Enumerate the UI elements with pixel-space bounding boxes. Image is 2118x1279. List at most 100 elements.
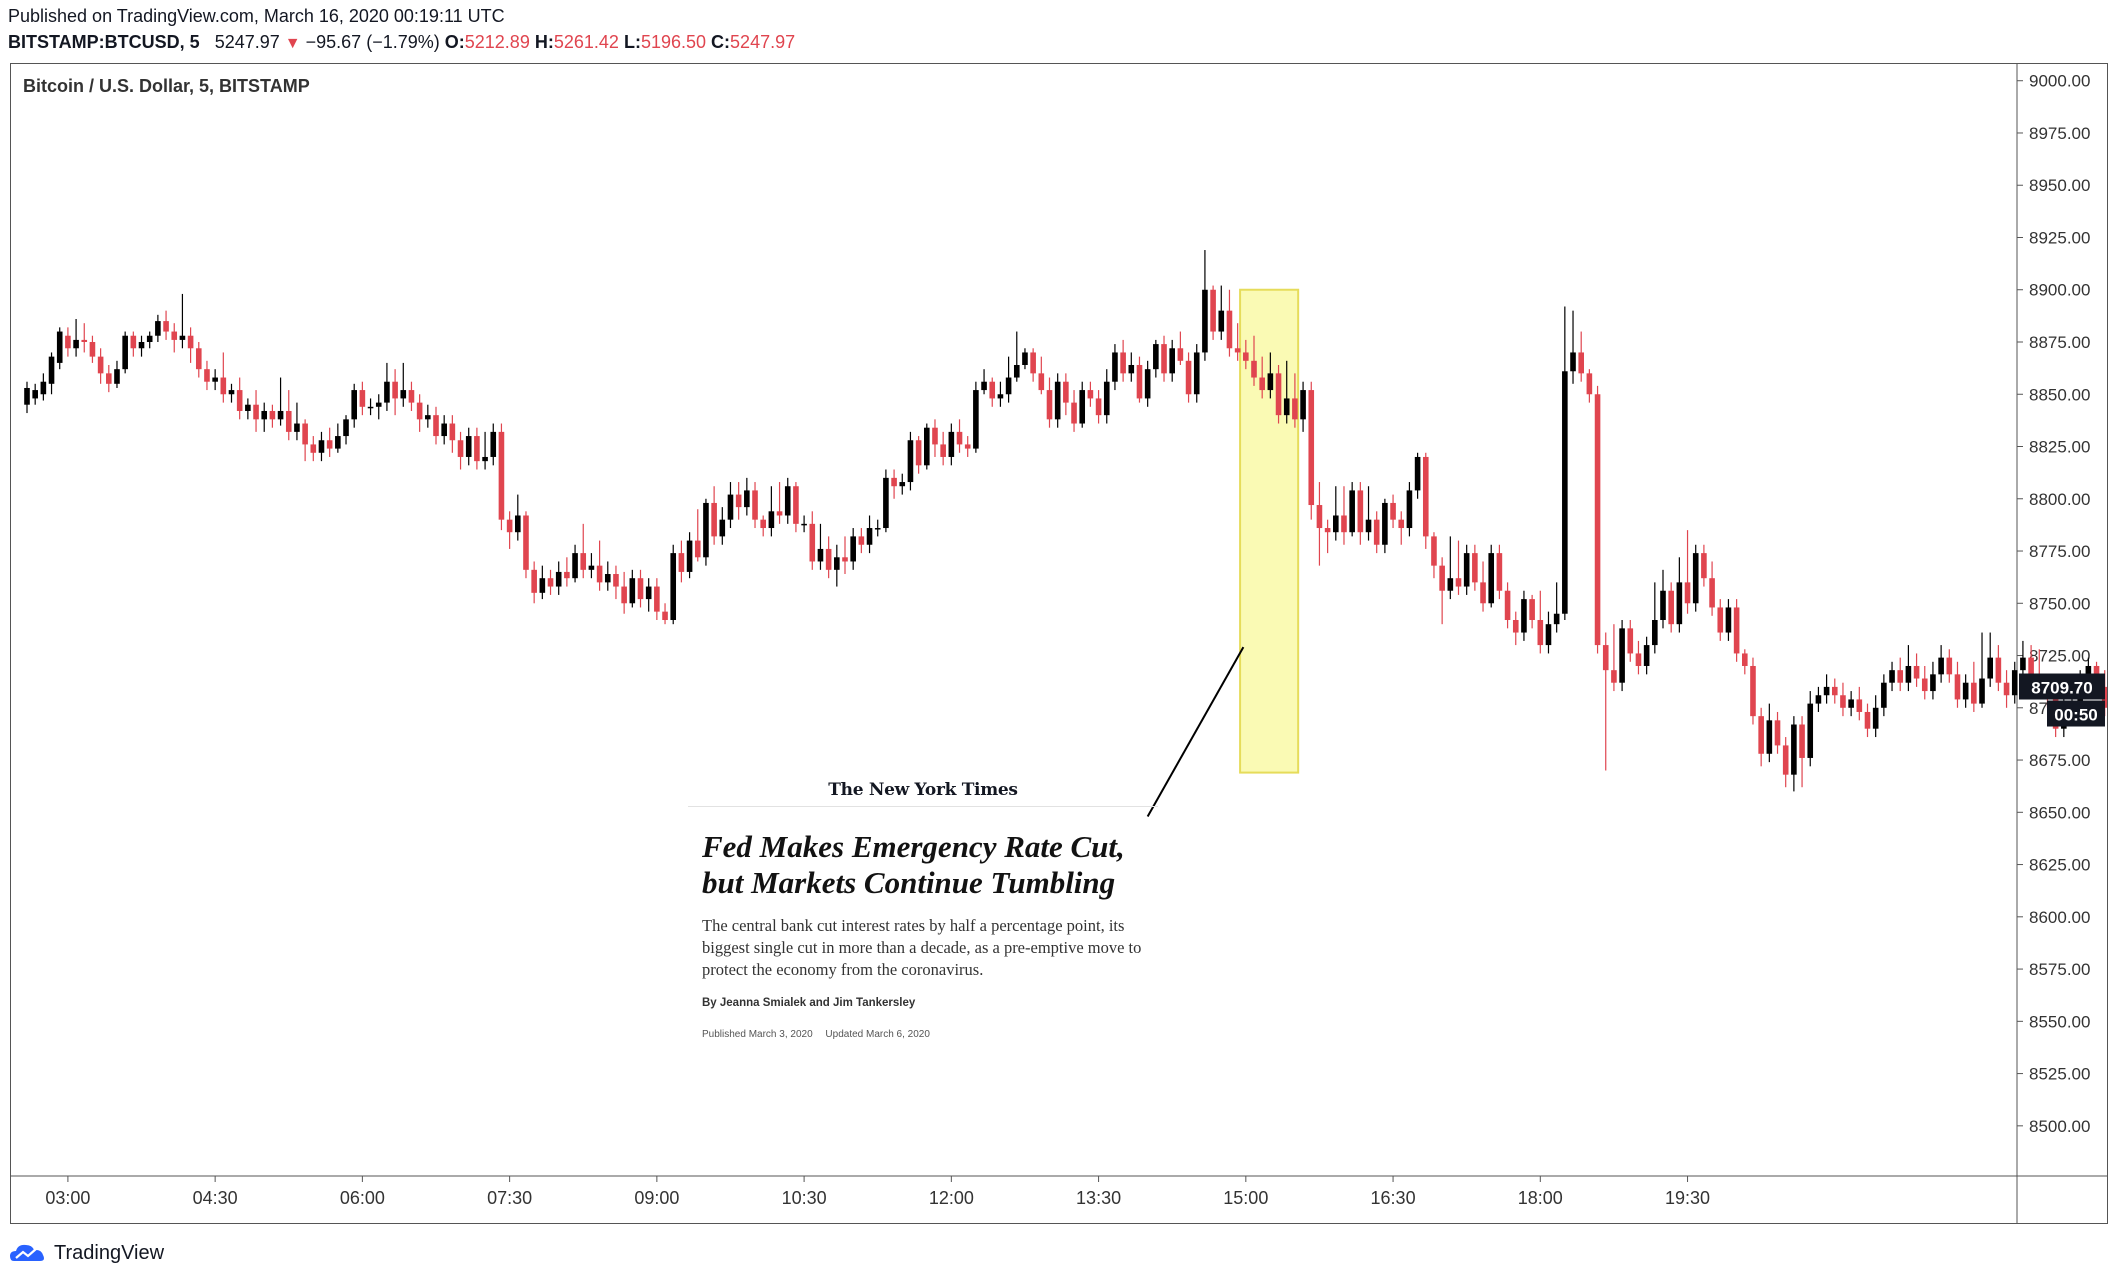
x-tick-label: 13:30 [1076,1188,1121,1208]
candle-body [1971,682,1977,704]
y-tick-label: 8900.00 [2029,281,2090,300]
candle-body [474,436,480,462]
candle-body [776,511,783,516]
candle-body [1488,553,1495,604]
article-headline: Fed Makes Emergency Rate Cut, but Market… [702,829,1142,901]
candle-body [2003,682,2010,696]
candle-body [948,431,955,457]
candle-body [1635,653,1642,666]
candle-body [850,536,856,562]
candle-body [515,515,521,533]
candle-body [1782,745,1789,775]
candle-body [1791,724,1797,775]
chart-frame[interactable]: Bitcoin / U.S. Dollar, 5, BITSTAMP 9000.0… [10,63,2108,1224]
candle-body [572,553,578,579]
candle-body [1316,505,1323,529]
candle-body [670,553,677,620]
candle-body [335,436,341,449]
last-price: 5247.97 [214,32,280,52]
candlestick-chart[interactable]: Bitcoin / U.S. Dollar, 5, BITSTAMP 9000.0… [11,64,2107,1223]
candle-body [490,431,497,457]
candle-body [997,394,1004,399]
candle-body [1054,381,1061,420]
candle-body [1038,373,1045,391]
candle-body [1897,670,1904,683]
candle-body [343,419,349,437]
candle-body [1472,553,1478,583]
candle-body [1586,373,1593,395]
candle-body [1120,352,1126,374]
candle-body [1341,515,1347,533]
candle-body [834,557,840,570]
candle-body [564,571,570,579]
headline-line-2: but Markets Continue Tumbling [702,865,1116,900]
candle-body [580,553,587,570]
candle-body [1308,390,1315,506]
candle-body [302,423,308,445]
candle-body [1079,390,1086,424]
candle-body [784,486,791,516]
candle-body [1521,599,1527,633]
candle-body [1602,645,1609,671]
candle-body [711,502,717,537]
candle-body [1504,590,1511,620]
candle-body [629,578,636,604]
candle-body [1324,528,1331,533]
symbol-label: BITSTAMP:BTCUSD, 5 [8,32,200,52]
candle-body [1103,381,1110,416]
nyt-masthead: The New York Times [688,780,1158,807]
candle-body [1136,364,1143,399]
candle-body [1512,620,1519,633]
candle-body [891,477,897,487]
candle-body [1562,371,1568,614]
candle-body [1226,310,1233,349]
candle-body [1455,578,1462,587]
candle-body [1202,289,1208,353]
y-tick-label: 9000.00 [2029,72,2090,91]
candle-body [1529,599,1535,620]
candle-body [2011,670,2018,696]
candle-body [367,406,374,409]
y-tick-label: 8675.00 [2029,751,2090,770]
candle-body [637,578,644,600]
y-tick-label: 8500.00 [2029,1117,2090,1136]
candle-body [89,342,96,357]
y-tick-label: 8800.00 [2029,490,2090,509]
candle-body [1611,670,1617,683]
candle-body [138,342,145,349]
x-tick-label: 16:30 [1371,1188,1416,1208]
candle-body [179,335,186,340]
candle-body [130,335,137,349]
down-triangle-icon: ▼ [284,35,301,52]
candle-body [1267,373,1274,391]
tradingview-footer[interactable]: TradingView [8,1238,164,1268]
y-tick-label: 8975.00 [2029,124,2090,143]
candle-body [24,387,30,405]
candle-body [899,482,906,487]
candle-body [506,519,513,533]
close-label: C: [711,32,731,52]
candle-body [457,440,464,457]
candle-body [1913,665,1920,679]
candle-body [547,578,554,587]
x-tick-label: 04:30 [193,1188,238,1208]
candle-body [97,356,104,374]
candle-body [392,381,398,399]
candle-body [874,528,881,530]
x-tick-label: 19:30 [1665,1188,1710,1208]
candle-body [1365,519,1372,533]
x-tick-label: 06:00 [340,1188,385,1208]
candle-body [956,431,963,445]
candle-body [1872,707,1879,729]
y-tick-label: 8950.00 [2029,176,2090,195]
countdown-tag [2047,700,2105,727]
candle-body [1660,590,1666,620]
candle-body [940,444,946,457]
candle-body [441,423,447,437]
candle-body [73,339,79,349]
x-tick-label: 03:00 [45,1188,90,1208]
candle-body [1578,352,1584,374]
candle-body [1234,348,1241,353]
candle-body [56,331,63,363]
candle-body [1684,582,1691,604]
